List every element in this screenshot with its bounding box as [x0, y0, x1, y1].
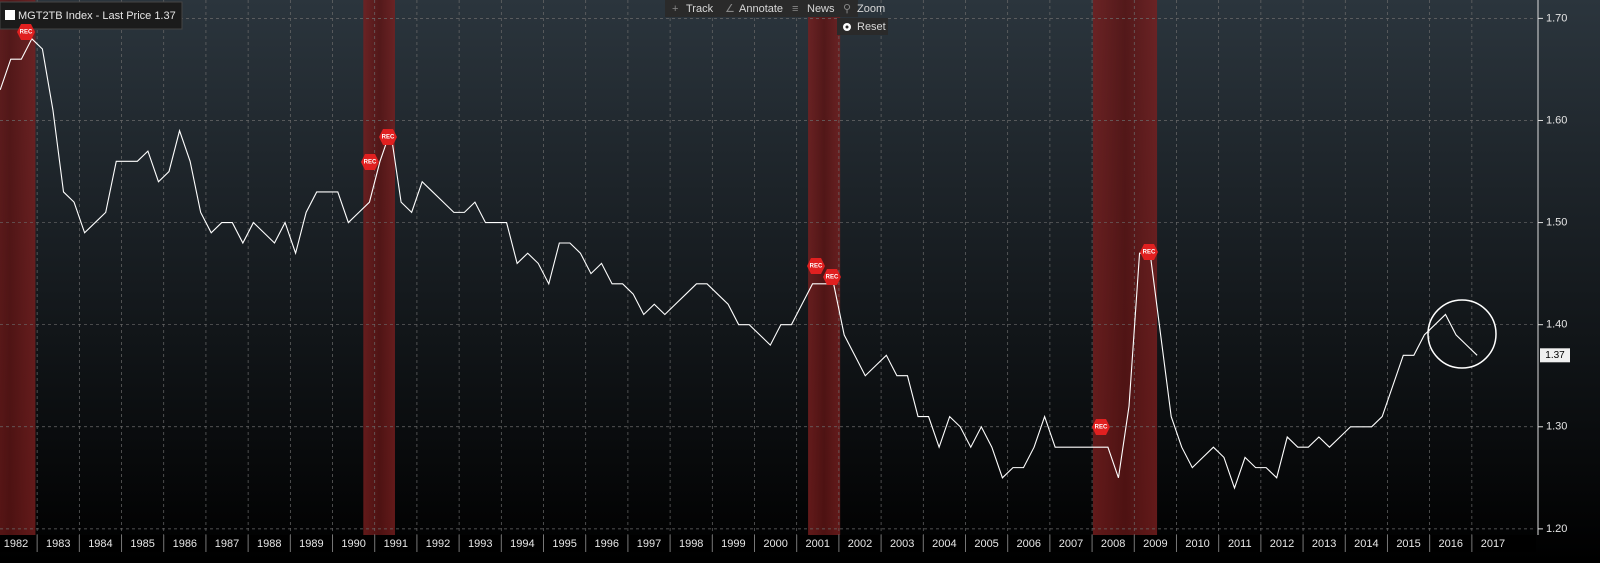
annotate-button[interactable]: Annotate — [739, 3, 783, 15]
x-tick-label: 2005 — [974, 538, 998, 550]
x-tick-label: 2001 — [806, 538, 830, 550]
y-tick-label: 1.20 — [1546, 523, 1567, 535]
x-tick-label: 2000 — [763, 538, 787, 550]
x-tick-label: 1989 — [299, 538, 323, 550]
track-button[interactable]: Track — [686, 3, 714, 15]
x-tick-label: 2009 — [1143, 538, 1167, 550]
recession-tag-label: REC — [826, 275, 839, 281]
x-tick-label: 1991 — [384, 538, 408, 550]
last-price-label: 1.37 — [1545, 350, 1565, 361]
x-tick-label: 1986 — [173, 538, 197, 550]
recession-tag-label: REC — [1095, 425, 1108, 431]
zoom-button[interactable]: Zoom — [857, 3, 885, 15]
x-tick-label: 2017 — [1481, 538, 1505, 550]
x-tick-label: 2016 — [1439, 538, 1463, 550]
x-tick-label: 1982 — [4, 538, 28, 550]
recession-tag — [1140, 244, 1158, 260]
y-tick-label: 1.30 — [1546, 421, 1567, 433]
zoom-icon: ⚲ — [843, 3, 851, 15]
x-tick-label: 1994 — [510, 538, 534, 550]
news-button[interactable]: News — [807, 3, 835, 15]
reset-button[interactable]: Reset — [857, 21, 886, 33]
annotate-icon: ∠ — [725, 3, 735, 15]
x-tick-label: 2013 — [1312, 538, 1336, 550]
x-tick-label: 2008 — [1101, 538, 1125, 550]
plot-area — [0, 0, 1536, 535]
recession-tag-label: REC — [1143, 250, 1156, 256]
x-tick-label: 2002 — [848, 538, 872, 550]
x-tick-label: 2007 — [1059, 538, 1083, 550]
x-tick-label: 1998 — [679, 538, 703, 550]
x-tick-label: 1993 — [468, 538, 492, 550]
y-tick-label: 1.70 — [1546, 12, 1567, 24]
recession-tag-label: REC — [364, 160, 377, 166]
x-tick-label: 1992 — [426, 538, 450, 550]
recession-tag-label: REC — [20, 30, 33, 36]
x-tick-label: 1984 — [88, 538, 112, 550]
recession-tag — [807, 258, 825, 274]
x-tick-label: 1995 — [552, 538, 576, 550]
track-icon: + — [672, 3, 678, 15]
recession-tag-label: REC — [810, 264, 823, 270]
legend-swatch — [5, 10, 15, 20]
x-tick-label: 1983 — [46, 538, 70, 550]
reset-bg — [837, 18, 888, 35]
x-tick-label: 2003 — [890, 538, 914, 550]
x-tick-label: 1997 — [637, 538, 661, 550]
x-tick-label: 2012 — [1270, 538, 1294, 550]
recession-tag — [1092, 419, 1110, 435]
x-tick-label: 1985 — [130, 538, 154, 550]
toolbar-bg — [665, 0, 858, 17]
x-tick-label: 1996 — [595, 538, 619, 550]
news-icon: ≡ — [792, 3, 798, 15]
last-price-box — [1540, 348, 1570, 363]
y-tick-label: 1.40 — [1546, 319, 1567, 331]
x-tick-label: 1990 — [341, 538, 365, 550]
recession-band — [363, 0, 395, 535]
x-tick-label: 2010 — [1185, 538, 1209, 550]
reset-icon-dot — [845, 25, 849, 29]
x-tick-label: 2006 — [1017, 538, 1041, 550]
x-tick-label: 1999 — [721, 538, 745, 550]
recession-tag — [17, 24, 35, 40]
y-tick-label: 1.50 — [1546, 216, 1567, 228]
x-tick-label: 2004 — [932, 538, 956, 550]
x-tick-label: 2015 — [1396, 538, 1420, 550]
recession-tag — [823, 269, 841, 285]
x-tick-label: 2011 — [1228, 538, 1252, 550]
legend-label: MGT2TB Index - Last Price 1.37 — [18, 10, 176, 22]
toolbar: Track Annotate News Zoom + ∠ ≡ ⚲ Reset — [665, 0, 888, 35]
price-line — [0, 37, 1478, 490]
recession-band — [0, 0, 36, 535]
recession-band — [1092, 0, 1158, 535]
x-tick-label: 1987 — [215, 538, 239, 550]
x-tick-label: 2014 — [1354, 538, 1378, 550]
x-tick-label: 1988 — [257, 538, 281, 550]
annotation-circle — [1427, 299, 1497, 369]
recession-tag — [361, 154, 379, 170]
recession-tag-label: REC — [382, 135, 395, 141]
x-axis-bar — [0, 535, 1536, 552]
y-tick-label: 1.60 — [1546, 114, 1567, 126]
recession-tag — [379, 129, 397, 145]
